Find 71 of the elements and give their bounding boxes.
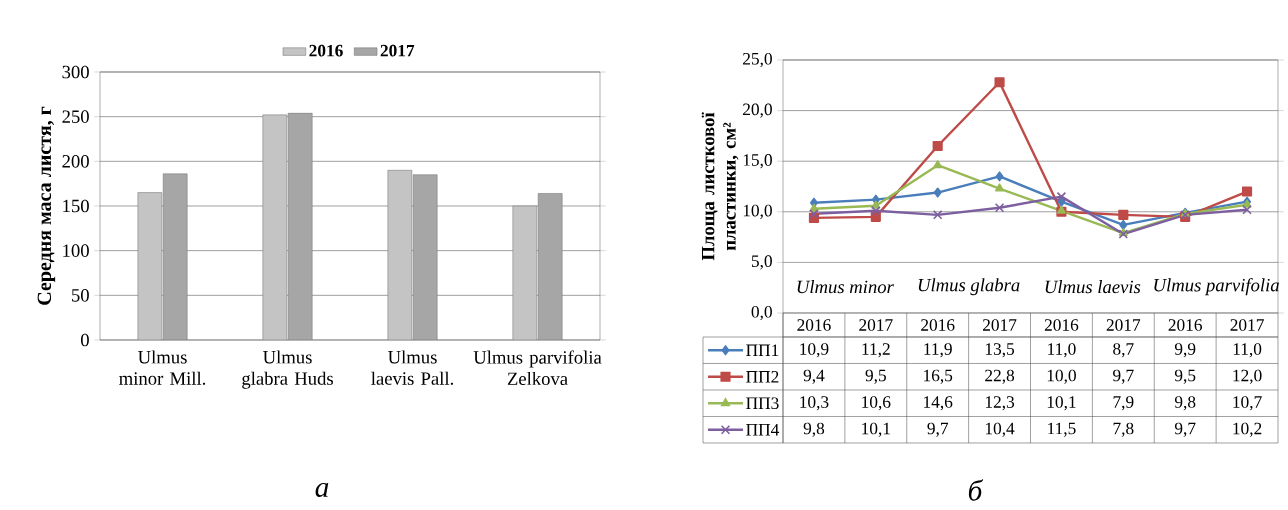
annotation: Ulmus laevis [1045, 280, 1141, 294]
data-label: 10,6 [862, 396, 891, 411]
y-tick-label: 15,0 [743, 154, 772, 169]
y-tick-label: 50 [72, 289, 89, 302]
x-tick-label: 2017 [982, 319, 1017, 331]
legend-label: ПП2 [746, 370, 779, 383]
y-tick-label: 0 [80, 333, 89, 347]
x-tick-label: Ulmus glabra Huds [242, 350, 333, 389]
y-tick-label: 10,0 [743, 204, 772, 219]
data-label: 12,3 [985, 396, 1015, 411]
legend-label: 2017 [380, 44, 415, 57]
data-label: 9,7 [927, 422, 949, 437]
legend-label: 2016 [309, 44, 343, 57]
legend-label: ПП1 [746, 344, 779, 356]
x-tick-label: Ulmus parvifolia Zelkova [473, 350, 602, 386]
text: б [968, 479, 984, 501]
data-label: 10,9 [800, 343, 829, 358]
data-label: 11,5 [1048, 422, 1076, 437]
x-tick-label: 2017 [1106, 319, 1141, 331]
y-tick-label: 25,0 [743, 52, 772, 68]
y-tick-label: 250 [62, 110, 89, 123]
data-label: 11,2 [862, 343, 890, 358]
y-tick-label: 5,0 [751, 255, 772, 270]
y-tick-label: 200 [62, 155, 89, 168]
data-label: 9,8 [803, 422, 825, 437]
legend-label: ПП3 [746, 397, 779, 410]
data-label: 11,0 [1048, 343, 1076, 358]
y-tick-label: 300 [62, 65, 89, 79]
data-label: 10,3 [800, 396, 829, 411]
data-label: 9,5 [1174, 369, 1196, 384]
y-tick-label: 0,0 [751, 305, 772, 321]
data-label: 11,0 [1233, 343, 1262, 358]
x-tick-label: 2016 [921, 319, 955, 331]
y-axis-title: Площа листкової пластинки, см² [701, 112, 739, 261]
data-label: 7,8 [1113, 422, 1134, 437]
data-label: 22,8 [985, 369, 1015, 384]
x-tick-label: Ulmus minor Mill. [119, 350, 206, 385]
x-tick-label: 2017 [1230, 319, 1264, 331]
y-tick-label: 150 [63, 199, 89, 213]
data-label: 10,1 [1047, 396, 1076, 411]
y-axis-title: Середня маса листя, г [37, 106, 56, 305]
annotation: Ulmus glabra [918, 278, 1020, 296]
data-label: 9,7 [1174, 422, 1196, 437]
legend-label: ПП4 [746, 424, 780, 436]
data-label: 10,1 [862, 422, 890, 437]
y-tick-label: 100 [63, 244, 89, 257]
text: а [315, 482, 329, 498]
data-label: 8,7 [1113, 343, 1134, 358]
data-label: 14,6 [924, 396, 953, 411]
annotation: Ulmus parvifolia [1154, 278, 1279, 296]
data-label: 9,9 [1174, 343, 1196, 358]
annotation: Ulmus minor [797, 280, 894, 294]
data-label: 10,4 [985, 422, 1015, 437]
data-label: 9,4 [803, 369, 825, 384]
x-tick-label: Ulmus laevis Pall. [371, 350, 454, 385]
data-label: 9,8 [1174, 396, 1196, 411]
data-label: 13,5 [985, 343, 1015, 358]
x-tick-label: 2016 [1168, 319, 1203, 331]
x-tick-label: 2016 [797, 319, 831, 331]
data-label: 7,9 [1113, 396, 1134, 411]
x-tick-label: 2016 [1044, 319, 1079, 331]
x-tick-label: 2017 [859, 319, 893, 331]
data-label: 10,2 [1233, 422, 1262, 437]
data-label: 9,7 [1113, 369, 1134, 384]
data-label: 11,9 [924, 343, 952, 358]
data-label: 10,7 [1233, 396, 1262, 411]
y-tick-label: 20,0 [743, 103, 772, 118]
data-label: 9,5 [865, 369, 886, 384]
data-label: 10,0 [1047, 369, 1076, 384]
data-label: 12,0 [1233, 369, 1262, 384]
data-label: 16,5 [924, 369, 953, 384]
